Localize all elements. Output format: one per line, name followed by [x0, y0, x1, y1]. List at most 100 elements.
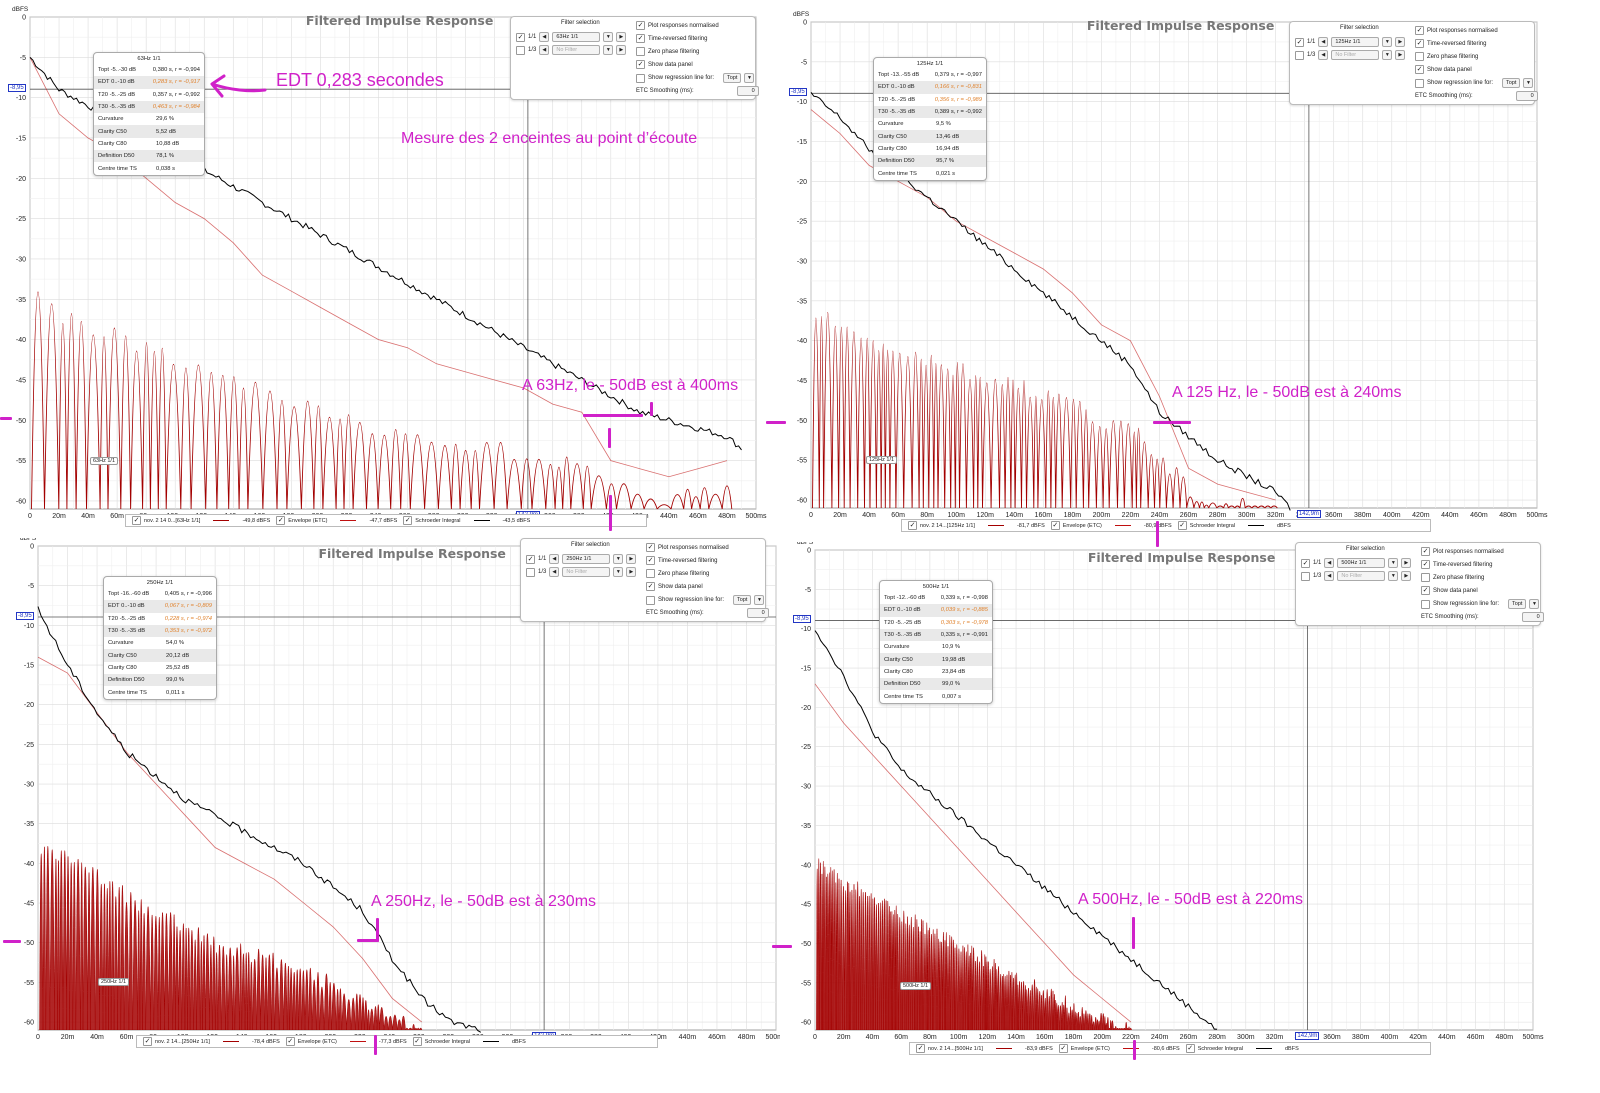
filter-1-1-select[interactable]: 63Hz 1/1: [552, 32, 601, 42]
checkbox-1-1[interactable]: ✓: [526, 554, 535, 564]
etc-smoothing-input[interactable]: 0: [746, 608, 769, 618]
regression-dropdown-button[interactable]: ▼: [744, 73, 755, 83]
regression-line-checkbox[interactable]: [1415, 78, 1424, 88]
checkbox-1-3[interactable]: [516, 45, 525, 55]
time-reversed-checkbox[interactable]: ✓: [636, 34, 645, 43]
legend-item-envelope[interactable]: ✓ Envelope (ETC) -80,9 dBFS: [1050, 521, 1172, 530]
data-panel-value: 0,166 s, r = -0,831: [934, 84, 982, 91]
plot-normalised-checkbox[interactable]: ✓: [1415, 26, 1424, 35]
legend-checkbox-schroeder[interactable]: ✓: [1185, 1044, 1195, 1053]
etc-smoothing-input[interactable]: 0: [1521, 612, 1544, 622]
legend-item-trace[interactable]: ✓ nov. 2 14 0...[63Hz 1/1] -49,8 dBFS: [132, 516, 270, 525]
etc-smoothing-row: ETC Smoothing (ms): 0: [646, 608, 769, 618]
filter-1-3-select[interactable]: No Filter: [552, 45, 601, 55]
legend-checkbox-trace[interactable]: ✓: [908, 521, 917, 530]
regression-select[interactable]: Topt: [733, 595, 752, 605]
data-panel-key: EDT 0..-10 dB: [98, 79, 135, 86]
zero-phase-checkbox[interactable]: [1415, 52, 1424, 61]
regression-line-checkbox[interactable]: [1421, 599, 1430, 609]
filter-1-3-select[interactable]: No Filter: [562, 567, 611, 577]
zero-phase-checkbox-label: Zero phase filtering: [648, 48, 700, 55]
legend-item-trace[interactable]: ✓ nov. 2 14...[250Hz 1/1] -78,4 dBFS: [143, 1037, 280, 1046]
regression-select[interactable]: Topt: [1508, 599, 1527, 609]
y-tick-label: -50: [801, 941, 811, 948]
zero-phase-checkbox[interactable]: [636, 47, 645, 56]
show-data-panel-checkbox[interactable]: ✓: [636, 60, 645, 69]
etc-smoothing-input[interactable]: 0: [1515, 91, 1538, 101]
cursor-y-value: -8,95: [789, 88, 807, 97]
legend-item-trace[interactable]: ✓ nov. 2 14...[125Hz 1/1] -81,7 dBFS: [908, 521, 1045, 530]
regression-dropdown-button[interactable]: ▼: [1529, 599, 1540, 609]
legend-checkbox-schroeder[interactable]: ✓: [1177, 521, 1187, 530]
filter-dropdown-button[interactable]: ▼: [603, 32, 614, 42]
data-panel-key: T20 -5..-25 dB: [884, 619, 922, 626]
legend-item-envelope[interactable]: ✓ Envelope (ETC) -77,3 dBFS: [285, 1037, 407, 1046]
checkbox-1-1[interactable]: ✓: [1295, 37, 1304, 47]
checkbox-1-1[interactable]: ✓: [516, 32, 525, 42]
data-panel-key: T30 -5..-35 dB: [884, 632, 922, 639]
show-data-panel-checkbox[interactable]: ✓: [1421, 586, 1430, 595]
data-panel-row: T30 -5..-35 dB 0,353 s, r = -0,972: [104, 624, 216, 638]
regression-line-checkbox[interactable]: [646, 595, 655, 605]
legend-checkbox-trace[interactable]: ✓: [132, 516, 141, 525]
checkbox-1-1[interactable]: ✓: [1301, 558, 1310, 568]
zero-phase-checkbox[interactable]: [1421, 573, 1430, 582]
checkbox-1-3[interactable]: [1295, 50, 1304, 60]
filter-next-button-disabled: ▶: [1395, 50, 1406, 60]
legend-item-schroeder[interactable]: ✓ Schroeder Integral dBFS: [1177, 521, 1291, 530]
filter-1-3-select[interactable]: No Filter: [1331, 50, 1380, 60]
filter-1-1-select[interactable]: 500Hz 1/1: [1337, 558, 1386, 568]
filter-prev-button[interactable]: ◀: [549, 554, 560, 564]
legend-checkbox-schroeder[interactable]: ✓: [403, 516, 413, 525]
regression-select[interactable]: Topt: [1502, 78, 1521, 88]
legend-item-envelope[interactable]: ✓ Envelope (ETC) -47,7 dBFS: [276, 516, 397, 525]
regression-dropdown-button[interactable]: ▼: [1523, 78, 1534, 88]
filter-1-1-select[interactable]: 125Hz 1/1: [1331, 37, 1380, 47]
y-unit-label: dBFS: [12, 6, 29, 13]
legend-item-trace[interactable]: ✓ nov. 2 14...[500Hz 1/1] -83,9 dBFS: [916, 1044, 1053, 1053]
time-reversed-checkbox[interactable]: ✓: [1415, 39, 1424, 48]
legend-item-schroeder[interactable]: ✓ Schroeder Integral -43,5 dBFS: [403, 516, 530, 525]
checkbox-1-3[interactable]: [526, 567, 535, 577]
legend-item-schroeder[interactable]: ✓ Schroeder Integral dBFS: [412, 1037, 526, 1046]
show-data-panel-checkbox[interactable]: ✓: [1415, 65, 1424, 74]
legend-checkbox-trace[interactable]: ✓: [143, 1037, 152, 1046]
time-reversed-checkbox[interactable]: ✓: [1421, 560, 1430, 569]
legend-checkbox-schroeder[interactable]: ✓: [412, 1037, 422, 1046]
regression-line-checkbox[interactable]: [636, 73, 645, 83]
legend-item-envelope[interactable]: ✓ Envelope (ETC) -80,6 dBFS: [1058, 1044, 1180, 1053]
filter-1-3-select[interactable]: No Filter: [1337, 571, 1386, 581]
y-unit-label: dBFS: [793, 11, 810, 18]
time-reversed-checkbox[interactable]: ✓: [646, 556, 655, 565]
filter-next-button[interactable]: ▶: [616, 32, 627, 42]
checkbox-1-3[interactable]: [1301, 571, 1310, 581]
marker-arrow-63: [608, 428, 611, 448]
filter-dropdown-button[interactable]: ▼: [1388, 558, 1399, 568]
legend-checkbox-envelope[interactable]: ✓: [1058, 1044, 1068, 1053]
filter-next-button[interactable]: ▶: [1395, 37, 1406, 47]
legend-checkbox-envelope[interactable]: ✓: [285, 1037, 295, 1046]
filter-next-button[interactable]: ▶: [626, 554, 637, 564]
filter-dropdown-button[interactable]: ▼: [1382, 37, 1393, 47]
regression-dropdown-button[interactable]: ▼: [754, 595, 765, 605]
filter-next-button[interactable]: ▶: [1401, 558, 1412, 568]
plot-normalised-checkbox[interactable]: ✓: [636, 21, 645, 30]
legend-name-trace: nov. 2 14 0...[63Hz 1/1]: [144, 517, 201, 524]
legend-item-schroeder[interactable]: ✓ Schroeder Integral dBFS: [1185, 1044, 1299, 1053]
zero-phase-checkbox[interactable]: [646, 569, 655, 578]
legend-checkbox-envelope[interactable]: ✓: [1050, 521, 1060, 530]
regression-select[interactable]: Topt: [723, 73, 742, 83]
plot-normalised-checkbox-label: Plot responses normalised: [1427, 27, 1498, 34]
legend-checkbox-envelope[interactable]: ✓: [276, 516, 286, 525]
filter-1-1-select[interactable]: 250Hz 1/1: [562, 554, 611, 564]
plot-normalised-checkbox[interactable]: ✓: [1421, 547, 1430, 556]
show-data-panel-checkbox[interactable]: ✓: [646, 582, 655, 591]
legend-checkbox-trace[interactable]: ✓: [916, 1044, 925, 1053]
filter-prev-button[interactable]: ◀: [1324, 558, 1335, 568]
etc-smoothing-input[interactable]: 0: [736, 86, 759, 96]
filter-prev-button[interactable]: ◀: [1318, 37, 1329, 47]
chart-title: Filtered Impulse Response: [1086, 18, 1275, 33]
filter-prev-button[interactable]: ◀: [539, 32, 550, 42]
plot-normalised-checkbox[interactable]: ✓: [646, 543, 655, 552]
filter-dropdown-button[interactable]: ▼: [613, 554, 624, 564]
